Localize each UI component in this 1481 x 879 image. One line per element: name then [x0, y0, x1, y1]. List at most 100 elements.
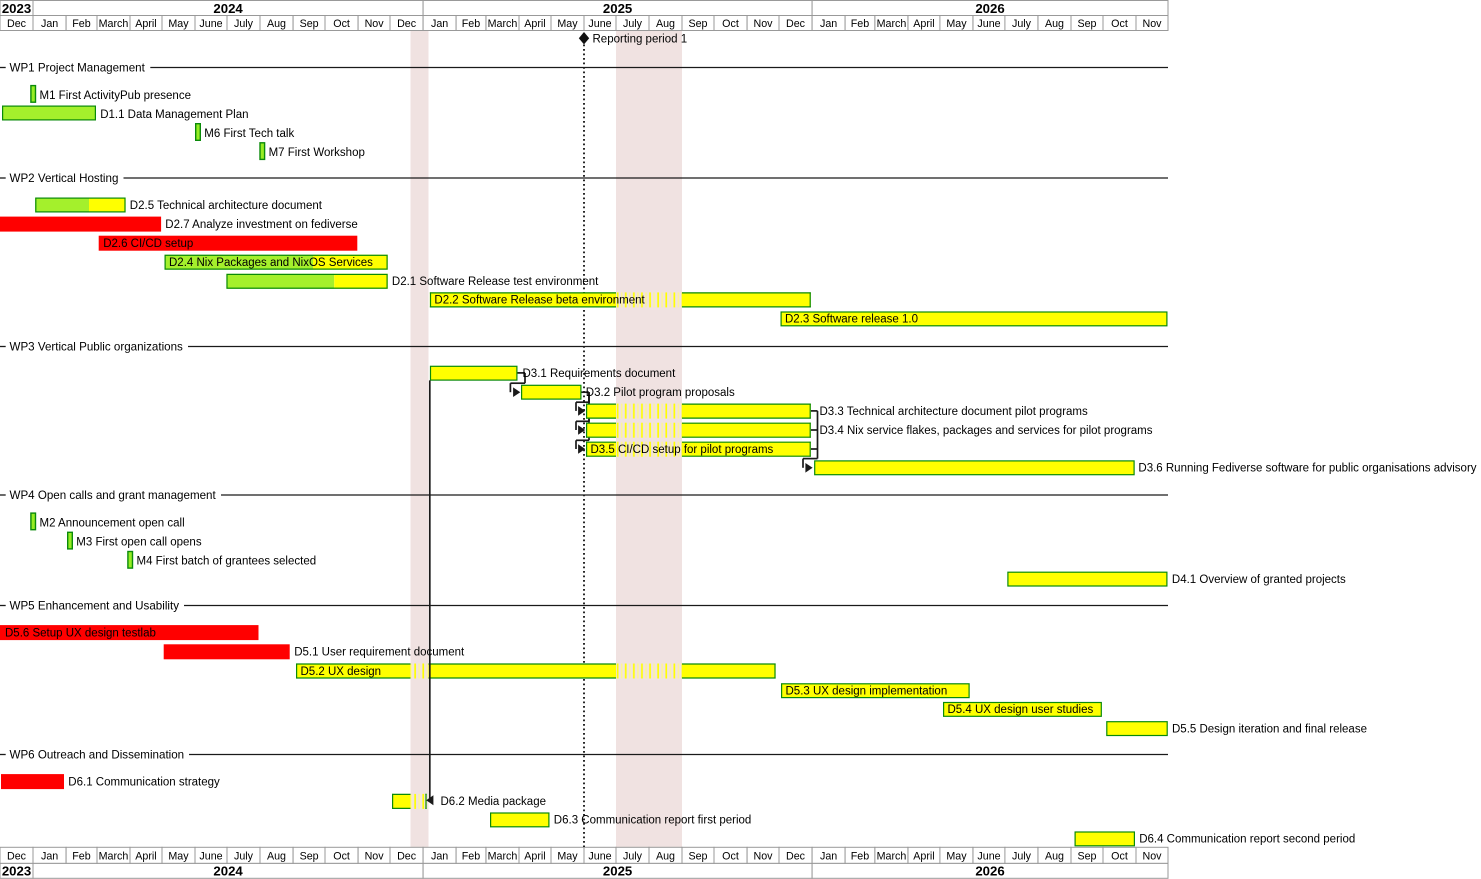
svg-text:D4.1 Overview of granted proje: D4.1 Overview of granted projects	[1172, 574, 1346, 586]
svg-text:July: July	[1012, 18, 1032, 30]
svg-text:2026: 2026	[975, 864, 1004, 879]
svg-text:M2 Announcement open call: M2 Announcement open call	[40, 517, 185, 529]
svg-text:July: July	[234, 850, 254, 862]
svg-text:Feb: Feb	[72, 18, 90, 30]
svg-text:D5.3 UX design implementation: D5.3 UX design implementation	[786, 686, 948, 698]
svg-text:D3.6 Running Fediverse softwar: D3.6 Running Fediverse software for publ…	[1138, 463, 1476, 475]
svg-text:March: March	[488, 850, 518, 862]
svg-text:M1 First ActivityPub presence: M1 First ActivityPub presence	[40, 90, 191, 102]
svg-text:Sep: Sep	[1077, 850, 1096, 862]
svg-text:2025: 2025	[603, 1, 632, 16]
svg-text:March: March	[488, 18, 518, 30]
svg-text:WP4 Open calls and grant manag: WP4 Open calls and grant management	[10, 489, 217, 502]
svg-text:D2.2 Software Release beta env: D2.2 Software Release beta environment	[434, 295, 645, 307]
svg-text:Sep: Sep	[300, 18, 319, 30]
svg-text:Feb: Feb	[851, 850, 869, 862]
svg-text:Sep: Sep	[688, 18, 707, 30]
svg-text:Dec: Dec	[7, 18, 27, 30]
svg-text:D6.2 Media package: D6.2 Media package	[441, 796, 546, 808]
svg-text:Feb: Feb	[462, 850, 480, 862]
svg-text:Sep: Sep	[300, 850, 319, 862]
svg-text:D5.5 Design iteration and fina: D5.5 Design iteration and final release	[1172, 723, 1367, 735]
svg-text:D1.1 Data Management Plan: D1.1 Data Management Plan	[100, 109, 248, 121]
svg-text:Dec: Dec	[786, 18, 806, 30]
svg-text:April: April	[135, 18, 156, 30]
svg-text:April: April	[135, 850, 156, 862]
svg-text:Oct: Oct	[1111, 18, 1128, 30]
svg-text:Jan: Jan	[820, 18, 837, 30]
svg-text:Nov: Nov	[1142, 18, 1162, 30]
svg-text:March: March	[877, 18, 907, 30]
svg-text:D3.2 Pilot program proposals: D3.2 Pilot program proposals	[586, 387, 735, 399]
svg-text:2023: 2023	[2, 1, 31, 16]
svg-text:Jan: Jan	[431, 850, 448, 862]
svg-text:D5.6 Setup UX design testlab: D5.6 Setup UX design testlab	[5, 627, 156, 639]
svg-text:Sep: Sep	[688, 850, 707, 862]
svg-text:D5.2 UX design: D5.2 UX design	[301, 666, 382, 678]
svg-text:Nov: Nov	[753, 18, 773, 30]
svg-text:June: June	[588, 850, 611, 862]
svg-text:May: May	[946, 850, 967, 862]
svg-text:Jan: Jan	[820, 850, 837, 862]
svg-text:June: June	[977, 850, 1000, 862]
svg-text:D5.1 User requirement document: D5.1 User requirement document	[294, 647, 465, 659]
svg-text:D6.1 Communication strategy: D6.1 Communication strategy	[68, 776, 220, 788]
svg-text:April: April	[524, 18, 545, 30]
svg-text:M4 First batch of grantees sel: M4 First batch of grantees selected	[137, 556, 317, 568]
svg-text:Jan: Jan	[431, 18, 448, 30]
svg-text:Sep: Sep	[1077, 18, 1096, 30]
svg-text:2023: 2023	[2, 864, 31, 879]
svg-text:Feb: Feb	[462, 18, 480, 30]
svg-text:Nov: Nov	[1142, 850, 1162, 862]
svg-text:D3.3 Technical architecture do: D3.3 Technical architecture document pil…	[820, 406, 1089, 418]
svg-text:June: June	[977, 18, 1000, 30]
svg-text:July: July	[234, 18, 254, 30]
svg-text:Oct: Oct	[333, 850, 350, 862]
svg-text:M7 First Workshop: M7 First Workshop	[269, 147, 365, 159]
svg-text:D2.1 Software Release test env: D2.1 Software Release test environment	[392, 276, 599, 288]
svg-text:Dec: Dec	[786, 850, 806, 862]
svg-text:D2.3 Software release 1.0: D2.3 Software release 1.0	[785, 314, 918, 326]
svg-text:D5.4 UX design user studies: D5.4 UX design user studies	[948, 704, 1094, 716]
svg-text:Reporting period 1: Reporting period 1	[593, 33, 688, 45]
svg-text:March: March	[99, 18, 129, 30]
svg-text:Nov: Nov	[753, 850, 773, 862]
svg-text:WP2 Vertical Hosting: WP2 Vertical Hosting	[10, 172, 119, 185]
svg-text:D6.4 Communication report seco: D6.4 Communication report second period	[1139, 834, 1355, 846]
svg-text:Nov: Nov	[365, 850, 385, 862]
svg-text:July: July	[623, 18, 643, 30]
svg-text:Dec: Dec	[397, 18, 417, 30]
svg-text:Aug: Aug	[1045, 850, 1064, 862]
svg-text:June: June	[199, 850, 222, 862]
svg-text:May: May	[557, 850, 578, 862]
svg-text:D3.5 CI/CD setup for pilot pro: D3.5 CI/CD setup for pilot programs	[591, 444, 774, 456]
svg-text:Feb: Feb	[72, 850, 90, 862]
svg-text:March: March	[877, 850, 907, 862]
svg-text:WP1 Project Management: WP1 Project Management	[10, 62, 146, 75]
svg-text:WP5 Enhancement and Usability: WP5 Enhancement and Usability	[10, 600, 180, 613]
svg-text:April: April	[913, 18, 934, 30]
svg-text:Oct: Oct	[333, 18, 350, 30]
svg-text:Oct: Oct	[722, 850, 739, 862]
svg-text:D2.4 Nix Packages and NixOS Se: D2.4 Nix Packages and NixOS Services	[169, 257, 373, 269]
svg-text:2026: 2026	[975, 1, 1004, 16]
svg-text:May: May	[168, 850, 189, 862]
svg-text:D3.4 Nix service flakes, packa: D3.4 Nix service flakes, packages and se…	[820, 425, 1153, 437]
svg-text:2024: 2024	[213, 864, 243, 879]
svg-text:May: May	[557, 18, 578, 30]
svg-text:D2.6 CI/CD setup: D2.6 CI/CD setup	[103, 238, 193, 250]
svg-text:May: May	[168, 18, 189, 30]
svg-text:July: July	[1012, 850, 1032, 862]
svg-text:April: April	[913, 850, 934, 862]
svg-text:Dec: Dec	[7, 850, 27, 862]
svg-text:D3.1 Requirements document: D3.1 Requirements document	[523, 368, 677, 380]
svg-text:May: May	[946, 18, 967, 30]
svg-text:Aug: Aug	[656, 850, 675, 862]
svg-text:April: April	[524, 850, 545, 862]
svg-text:M6 First Tech talk: M6 First Tech talk	[204, 128, 294, 140]
svg-text:WP6 Outreach and Dissemination: WP6 Outreach and Dissemination	[10, 749, 185, 762]
svg-text:June: June	[588, 18, 611, 30]
svg-text:July: July	[623, 850, 643, 862]
svg-text:M3 First open call opens: M3 First open call opens	[76, 537, 202, 549]
svg-text:D6.3 Communication report firs: D6.3 Communication report first period	[554, 815, 752, 827]
